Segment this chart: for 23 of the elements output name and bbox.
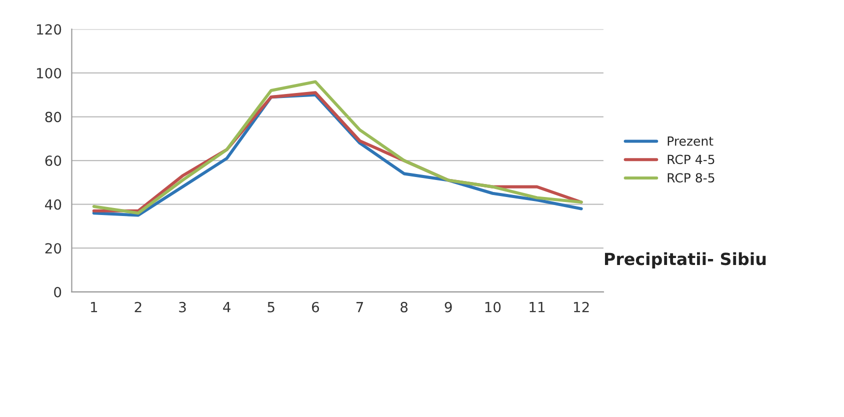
x-tick-label: 10	[485, 302, 501, 312]
legend-label: RCP 8-5	[668, 173, 714, 183]
legend-label: RCP 4-5	[668, 154, 714, 164]
legend-label: Prezent	[668, 136, 714, 146]
y-tick-label: 80	[45, 112, 62, 122]
y-tick-label: 20	[45, 243, 62, 254]
y-tick-label: 120	[37, 24, 62, 35]
x-tick-label: 2	[134, 302, 142, 312]
x-tick-label: 4	[223, 302, 230, 312]
text: Precipitatii- Sibiu	[604, 252, 766, 268]
x-tick-label: 5	[268, 302, 274, 312]
x-tick-label: 7	[356, 302, 363, 312]
y-tick-label: 40	[45, 199, 62, 210]
x-tick-label: 1	[91, 302, 98, 312]
y-tick-label: 100	[37, 68, 62, 78]
x-tick-label: 12	[574, 302, 589, 312]
x-tick-label: 11	[530, 302, 545, 312]
y-tick-label: 0	[54, 286, 62, 298]
x-tick-label: 9	[444, 302, 452, 312]
x-tick-label: 8	[400, 302, 408, 312]
y-tick-label: 60	[45, 156, 62, 166]
x-tick-label: 3	[179, 302, 186, 312]
x-tick-label: 6	[312, 302, 319, 312]
